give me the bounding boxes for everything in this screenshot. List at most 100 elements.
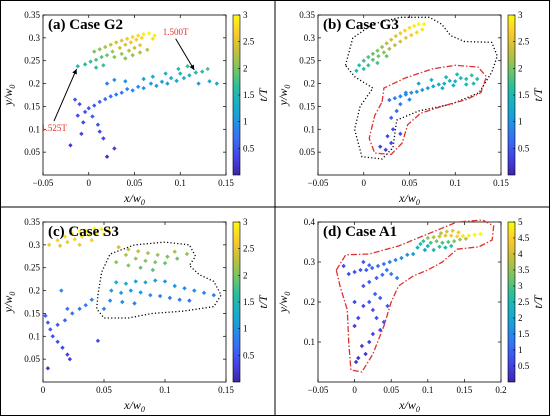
chart-2-ytick-label: 0.35	[24, 217, 40, 227]
chart-1-ytick-label: 0.25	[299, 56, 315, 66]
chart-0-data-point	[79, 131, 84, 137]
chart-3-data-point	[367, 263, 372, 268]
chart-1-ytick-label: 0.3	[304, 33, 316, 43]
chart-0-data-point	[119, 90, 124, 95]
chart-0-data-point	[137, 42, 143, 48]
chart-0-data-point	[137, 50, 143, 55]
chart-3-data-point	[367, 299, 372, 305]
chart-3-data-point	[421, 239, 426, 244]
chart-3-data-point	[472, 232, 477, 237]
chart-2-ytick-label: 0.3	[29, 240, 41, 250]
chart-0-data-point	[114, 40, 119, 45]
chart-0-data-point	[108, 94, 113, 99]
chart-3-data-point	[380, 272, 385, 277]
chart-0-colorbar-tick-label: 2.5	[243, 37, 255, 47]
chart-3-data-point	[359, 343, 365, 349]
chart-0-data-point	[104, 53, 110, 58]
chart-3-data-point	[361, 303, 366, 309]
chart-3-data-point	[381, 319, 387, 325]
chart-2-data-point	[116, 244, 121, 250]
chart-0-annotation-arrowhead	[72, 68, 77, 75]
chart-3-data-point	[437, 244, 442, 249]
chart-3-data-point	[341, 263, 346, 269]
chart-2-data-point	[148, 292, 153, 298]
chart-1-data-point	[376, 53, 381, 59]
chart-2-data-point	[184, 251, 190, 257]
chart-2-data-point	[138, 290, 143, 295]
chart-0-annotation-label: 1.500T	[163, 27, 189, 37]
chart-2-data-point	[101, 232, 107, 237]
chart-3-data-point	[356, 315, 361, 321]
chart-2-ytick-label: 0.15	[24, 308, 40, 318]
chart-2-data-point	[94, 231, 99, 236]
chart-2-data-point	[162, 260, 168, 266]
chart-0-data-point	[75, 64, 80, 69]
chart-3-data-point	[437, 234, 442, 239]
chart-1-colorbar-tick-label: 2	[518, 63, 523, 73]
chart-1-data-point	[409, 32, 414, 38]
chart-0-data-point	[112, 146, 117, 151]
chart-0-data-point	[97, 47, 102, 52]
chart-3-data-point	[410, 251, 416, 257]
chart-0-xtick-label: 0.1	[175, 178, 186, 188]
chart-3-data-point	[431, 235, 436, 240]
chart-0-data-point	[68, 143, 73, 148]
chart-3-data-point	[381, 261, 387, 267]
chart-2-colorbar-tick-label: 2	[243, 270, 248, 280]
chart-2-data-point	[145, 250, 151, 256]
chart-1-data-point	[390, 127, 396, 132]
chart-1-colorbar-tick-label: 0.5	[518, 143, 530, 153]
chart-2-colorbar-tick-label: 3	[243, 217, 248, 227]
chart-2-data-point	[43, 313, 48, 318]
chart-0-ytick-label: 0.2	[29, 79, 40, 89]
chart-3-data-point	[367, 339, 372, 345]
chart-0-data-point	[130, 53, 135, 58]
chart-2-data-point	[201, 290, 207, 296]
chart-0-data-point	[101, 136, 106, 141]
chart-3-data-point	[361, 259, 366, 265]
chart-3-data-point	[463, 236, 469, 241]
chart-2-data-point	[109, 288, 114, 293]
chart-0-data-point	[82, 62, 88, 67]
chart-2-data-point	[120, 299, 125, 305]
chart-3-data-point	[358, 267, 363, 273]
chart-1-data-point	[366, 54, 371, 60]
chart-3-data-point	[466, 233, 471, 238]
chart-3-enclosure-dashdot	[335, 219, 495, 373]
chart-0-data-point	[93, 65, 99, 70]
chart-3-data-point	[346, 271, 351, 277]
chart-0-data-point	[139, 35, 145, 41]
chart-2-data-point	[133, 279, 138, 284]
chart-1-data-point	[381, 50, 387, 55]
chart-3-data-point	[353, 359, 359, 365]
chart-2-data-point	[65, 352, 70, 357]
chart-2-data-point	[114, 280, 119, 285]
chart-2-data-point	[77, 306, 82, 312]
chart-3-xtick-label: 0	[352, 385, 357, 395]
chart-0-data-point	[126, 48, 132, 53]
chart-2-colorbar-label: t/T	[256, 294, 270, 309]
chart-0-xtick-label: 0.15	[218, 178, 234, 188]
chart-1-data-point	[361, 66, 366, 72]
chart-0-xtick-label: 0	[87, 178, 92, 188]
chart-2-colorbar-tick-label: 0.5	[243, 350, 255, 360]
chart-0-data-point	[128, 40, 134, 45]
chart-1-colorbar-tick-label: 3	[518, 10, 523, 20]
chart-0-data-point	[132, 45, 137, 51]
chart-2-data-point	[59, 288, 64, 293]
chart-3-xtick-label: 0.05	[383, 385, 399, 395]
chart-2-title: (c) Case S3	[48, 224, 119, 240]
chart-3-colorbar-tick-label: 5	[518, 217, 523, 227]
chart-2-data-point	[132, 301, 137, 306]
chart-2-ylabel: y/w0	[1, 292, 17, 314]
chart-2-data-point	[143, 280, 148, 285]
chart-1-data-point	[366, 63, 371, 68]
chart-2-data-point	[46, 242, 52, 248]
chart-2-xtick-label: 0.15	[218, 385, 234, 395]
chart-3-data-point	[449, 233, 454, 238]
chart-3-data-point	[449, 243, 454, 249]
chart-3-data-point	[389, 271, 394, 277]
chart-3-data-point	[425, 243, 430, 249]
chart-2-enclosure-dotted	[96, 241, 222, 319]
chart-1-xtick-label: −0.05	[308, 178, 329, 188]
